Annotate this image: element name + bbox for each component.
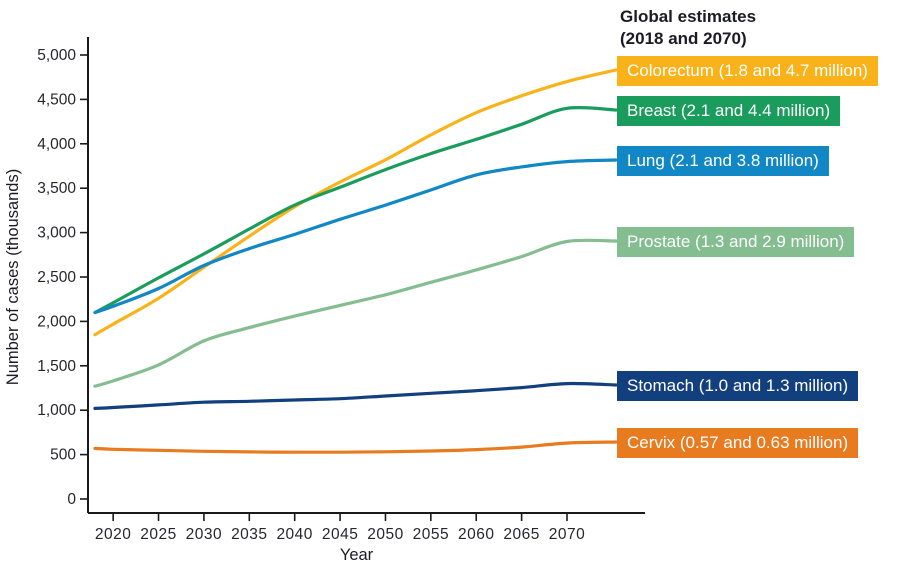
x-tick-label: 2025 — [140, 526, 176, 543]
line-breast — [93, 105, 618, 315]
line-colorectum — [93, 68, 618, 337]
y-tick-label: 3,500 — [37, 180, 76, 197]
legend-label-colorectum: Colorectum (1.8 and 4.7 million) — [617, 56, 878, 86]
line-cervix — [93, 440, 618, 454]
x-axis-ticks: 2020 2025 2030 2035 2040 2045 2050 2055 2060 2065… — [95, 513, 585, 543]
x-tick-label: 2045 — [322, 526, 358, 543]
y-tick-label: 0 — [67, 491, 76, 508]
x-tick-label: 2030 — [186, 526, 222, 543]
x-tick-label: 2055 — [413, 526, 449, 543]
x-axis-title: Year — [340, 546, 374, 564]
chart-title-line1: Global estimates — [620, 7, 757, 26]
chart-title: Global estimates (2018 and 2070) — [620, 6, 756, 51]
line-prostate — [93, 238, 618, 388]
x-tick-label: 2020 — [95, 526, 131, 543]
legend-label-prostate: Prostate (1.3 and 2.9 million) — [617, 227, 855, 257]
y-tick-label: 3,000 — [37, 225, 76, 242]
legend-label-breast: Breast (2.1 and 4.4 million) — [617, 96, 841, 126]
y-axis-ticks: 0 500 1,000 1,500 2,000 2,500 3,000 3,500 4,000 4… — [37, 47, 88, 508]
line-lung — [93, 158, 618, 315]
chart-title-line2: (2018 and 2070) — [620, 29, 747, 49]
y-tick-label: 5,000 — [37, 47, 76, 64]
y-tick-label: 1,000 — [37, 402, 76, 419]
y-tick-label: 2,500 — [37, 269, 76, 286]
x-tick-label: 2060 — [458, 526, 494, 543]
series-lines — [93, 68, 618, 454]
legend-label-stomach: Stomach (1.0 and 1.3 million) — [617, 371, 859, 401]
x-tick-label: 2050 — [367, 526, 403, 543]
y-axis-title: Number of cases (thousands) — [4, 169, 22, 385]
y-tick-label: 500 — [50, 447, 76, 464]
y-tick-label: 2,000 — [37, 313, 76, 330]
x-tick-label: 2040 — [276, 526, 312, 543]
line-stomach — [93, 381, 618, 410]
legend-label-lung: Lung (2.1 and 3.8 million) — [617, 146, 829, 176]
y-tick-label: 4,000 — [37, 136, 76, 153]
y-tick-label: 4,500 — [37, 91, 76, 108]
x-tick-label: 2065 — [503, 526, 539, 543]
axes — [87, 37, 645, 514]
legend-label-cervix: Cervix (0.57 and 0.63 million) — [617, 428, 859, 458]
x-tick-label: 2070 — [549, 526, 585, 543]
y-tick-label: 1,500 — [37, 358, 76, 375]
x-tick-label: 2035 — [231, 526, 267, 543]
